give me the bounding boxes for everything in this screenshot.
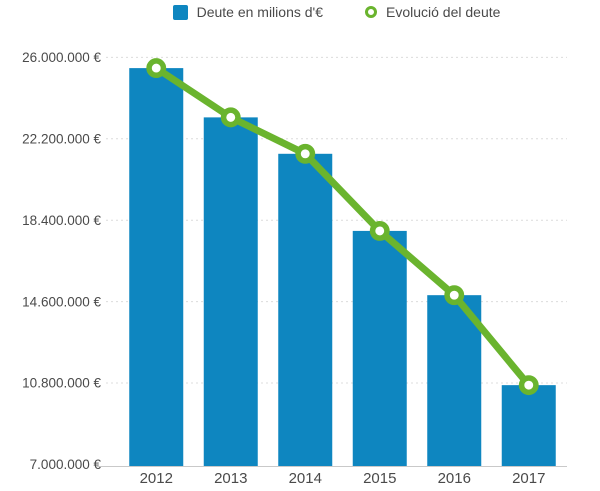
bar-2017[interactable] — [501, 385, 556, 467]
line-marker-2012[interactable] — [146, 58, 167, 79]
bar-2012[interactable] — [129, 68, 184, 467]
y-axis-tick-label: 26.000.000 € — [22, 50, 101, 65]
x-axis-tick-label: 2017 — [512, 470, 545, 487]
y-axis-tick-label: 14.600.000 € — [22, 294, 101, 309]
legend-label-evolucio: Evolució del deute — [386, 4, 501, 20]
debt-evolution-line — [152, 64, 533, 389]
y-axis-tick-label: 7.000.000 € — [30, 457, 102, 472]
line-marker-2016[interactable] — [444, 285, 465, 306]
legend-label-deute: Deute en milions d'€ — [196, 4, 323, 20]
bar-series-square-icon — [172, 4, 188, 20]
x-axis-tick-label: 2012 — [140, 470, 173, 487]
legend-item-deute[interactable]: Deute en milions d'€ — [172, 4, 323, 20]
y-axis-tick-label: 10.800.000 € — [22, 376, 101, 391]
y-axis-tick-label: 18.400.000 € — [22, 213, 101, 228]
x-axis-tick-label: 2016 — [438, 470, 471, 487]
chart-legend: Deute en milions d'€ Evolució del deute — [106, 0, 567, 24]
line-marker-2015[interactable] — [369, 220, 390, 241]
x-axis-tick-label: 2014 — [289, 470, 322, 487]
y-axis-tick-label: 22.200.000 € — [22, 132, 101, 147]
bar-2016[interactable] — [427, 295, 482, 467]
line-series-ring-icon — [365, 6, 377, 18]
bar-2014[interactable] — [278, 153, 333, 467]
bar-2015[interactable] — [352, 230, 407, 467]
bar-2013[interactable] — [203, 117, 258, 467]
line-marker-2017[interactable] — [518, 375, 539, 396]
line-marker-2014[interactable] — [295, 143, 316, 164]
line-marker-2013[interactable] — [220, 107, 241, 128]
x-axis-tick-label: 2015 — [363, 470, 396, 487]
x-axis-tick-label: 2013 — [214, 470, 247, 487]
legend-item-evolucio[interactable]: Evolució del deute — [365, 4, 500, 20]
